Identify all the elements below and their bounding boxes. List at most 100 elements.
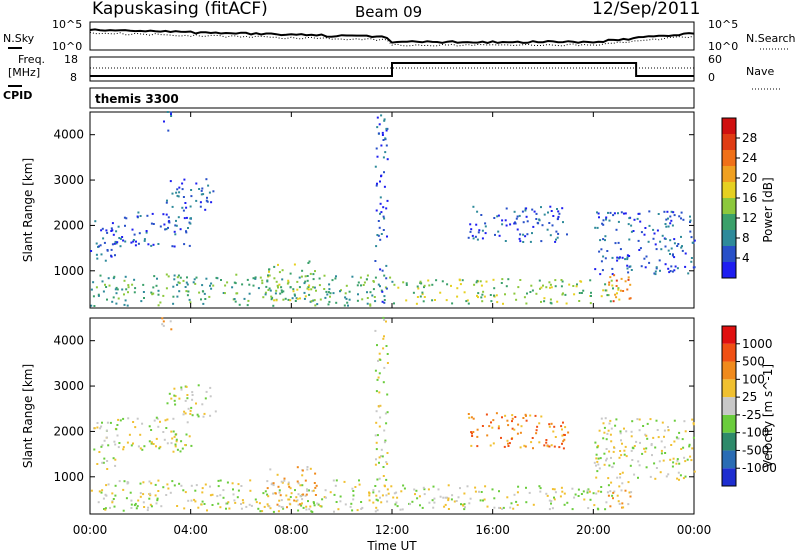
colorbar-tick-label: -100 (742, 426, 769, 440)
data-cell (226, 502, 229, 505)
data-cell (372, 491, 375, 494)
data-cell (379, 196, 382, 199)
data-cell (373, 296, 376, 298)
data-cell (166, 442, 169, 445)
data-cell (292, 290, 295, 293)
nsky-series (89, 28, 695, 45)
data-cell (149, 494, 152, 497)
data-cell (415, 489, 418, 492)
data-cell (546, 228, 549, 231)
data-cell (619, 248, 622, 251)
data-cell (117, 418, 120, 421)
data-cell (217, 479, 220, 482)
data-cell (225, 507, 227, 510)
data-cell (106, 468, 109, 470)
data-cell (611, 267, 614, 270)
data-cell (502, 506, 505, 509)
data-cell (600, 417, 603, 420)
y-tick-label: 4000 (53, 128, 84, 142)
data-cell (383, 119, 386, 122)
data-cell (264, 291, 267, 294)
data-cell (693, 239, 696, 242)
data-cell (653, 462, 656, 465)
data-cell (444, 496, 447, 499)
data-cell (383, 185, 386, 188)
data-cell (106, 298, 108, 301)
data-cell (297, 509, 300, 512)
data-cell (165, 228, 168, 231)
data-cell (680, 211, 683, 214)
data-cell (326, 293, 329, 296)
data-cell (689, 219, 692, 222)
data-cell (412, 291, 415, 294)
data-cell (690, 257, 693, 259)
data-cell (146, 214, 149, 217)
data-cell (329, 295, 331, 298)
data-cell (374, 260, 377, 262)
data-cell (516, 215, 519, 218)
data-cell (432, 506, 435, 509)
data-cell (539, 287, 541, 290)
data-cell (677, 471, 680, 474)
data-cell (163, 223, 166, 226)
colorbar-swatch (722, 397, 736, 415)
data-cell (497, 427, 500, 430)
data-cell (609, 211, 612, 214)
data-cell (346, 301, 349, 304)
data-cell (670, 219, 673, 222)
data-cell (175, 440, 178, 443)
data-cell (114, 254, 116, 257)
data-cell (669, 253, 671, 255)
data-cell (100, 253, 103, 256)
data-cell (134, 502, 137, 505)
data-cell (522, 417, 525, 419)
data-cell (607, 494, 610, 497)
data-cell (126, 482, 129, 485)
data-cell (343, 304, 346, 307)
data-cell (556, 208, 558, 210)
data-cell (526, 233, 529, 236)
data-cell (151, 212, 154, 215)
data-cell (294, 294, 296, 297)
data-cell (133, 233, 136, 236)
data-cell (561, 490, 564, 493)
data-cell (611, 284, 614, 287)
data-cell (476, 435, 479, 438)
data-cell (628, 217, 631, 220)
data-cell (574, 493, 577, 496)
data-cell (137, 242, 140, 245)
data-cell (563, 503, 566, 506)
data-cell (297, 482, 300, 485)
data-cell (380, 233, 383, 235)
data-cell (173, 274, 176, 277)
data-cell (500, 436, 502, 439)
data-cell (276, 503, 279, 506)
data-cell (369, 303, 372, 306)
data-cell (524, 413, 527, 416)
data-cell (119, 245, 122, 248)
data-cell (618, 256, 621, 259)
data-cell (303, 282, 306, 285)
data-cell (596, 507, 599, 510)
data-cell (379, 180, 381, 183)
data-cell (630, 435, 633, 438)
data-cell (278, 489, 281, 492)
data-cell (579, 280, 582, 283)
data-cell (188, 435, 191, 438)
data-cell (114, 494, 117, 497)
data-cell (169, 180, 172, 183)
data-cell (176, 505, 179, 507)
data-cell (178, 397, 181, 400)
data-cell (267, 289, 270, 291)
data-cell (194, 282, 197, 285)
data-cell (648, 224, 651, 227)
data-cell (379, 416, 382, 419)
data-cell (458, 278, 461, 281)
data-cell (125, 497, 128, 500)
data-cell (105, 436, 108, 439)
data-cell (680, 448, 683, 450)
data-cell (333, 510, 335, 513)
data-cell (115, 230, 118, 233)
data-cell (641, 452, 644, 455)
data-cell (154, 494, 157, 497)
